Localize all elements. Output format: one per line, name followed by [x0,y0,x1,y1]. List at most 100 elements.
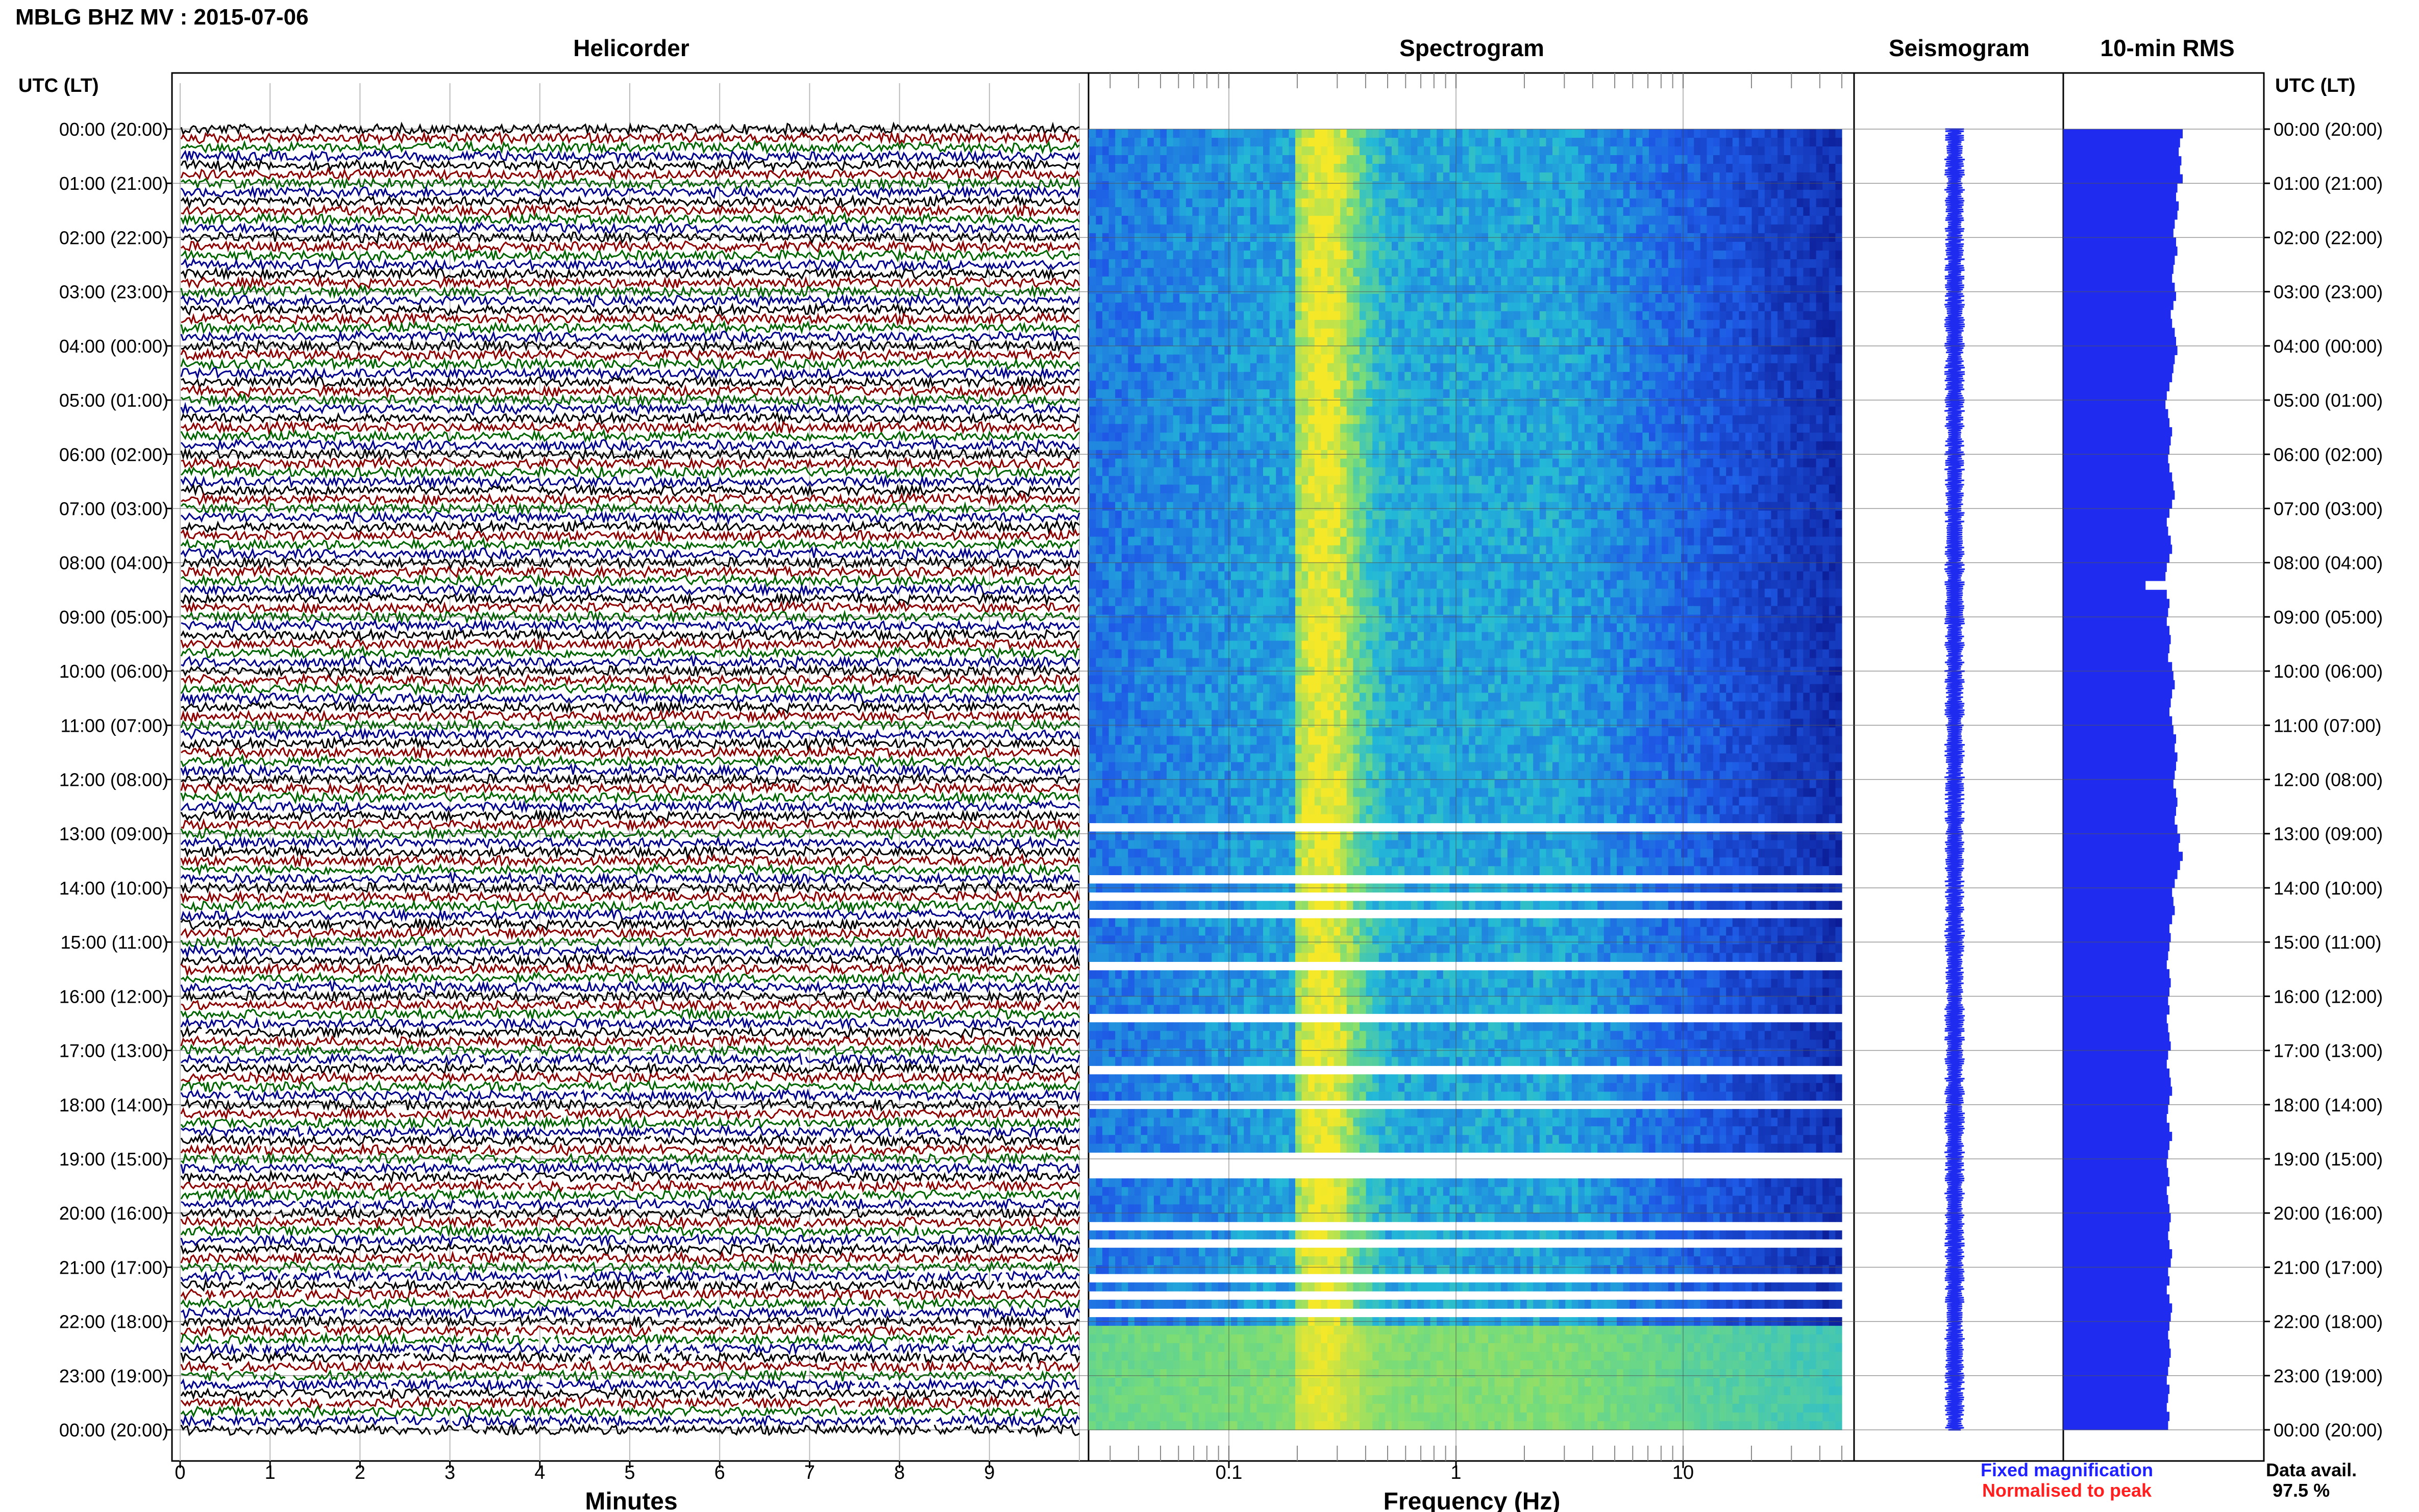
spectrogram-cell [1205,337,1212,346]
spectrogram-cell [1173,276,1180,286]
spectrogram-cell [1263,181,1270,190]
spectrogram-cell [1115,181,1122,190]
spectrogram-cell [1102,1135,1109,1144]
spectrogram-cell [1237,692,1244,702]
spectrogram-cell [1276,328,1283,338]
spectrogram-cell [1096,944,1103,953]
spectrogram-cell [1089,745,1096,754]
spectrogram-cell [1147,1412,1154,1422]
spectrogram-cell [1295,831,1302,841]
spectrogram-cell [1160,953,1167,962]
spectrogram-cell [1244,1092,1251,1101]
helicorder-trace [180,185,1080,201]
spectrogram-cell [1256,345,1264,355]
spectrogram-cell [1089,1005,1090,1014]
spectrogram-cell [1167,857,1174,866]
spectrogram-cell [1102,1213,1109,1222]
spectrogram-cell [1263,345,1270,355]
spectrogram-cell [1096,1005,1103,1014]
spectrogram-cell [1212,241,1219,251]
spectrogram-cell [1256,987,1264,997]
spectrogram-cell [1205,1118,1212,1127]
spectrogram-cell [1153,164,1161,173]
spectrogram-cell [1153,614,1161,624]
spectrogram-cell [1115,684,1122,693]
spectrogram-cell [1263,1334,1270,1344]
spectrogram-cell [1147,146,1154,156]
spectrogram-cell [1256,138,1264,147]
spectrogram-cell [1108,927,1116,936]
spectrogram-cell [1160,1378,1167,1387]
spectrogram-cell [1141,1248,1148,1257]
spectrogram-cell [1128,432,1135,442]
helicorder-trace [180,790,1080,806]
spectrogram-cell [1205,849,1212,858]
spectrogram-cell [1295,207,1302,216]
spectrogram-cell [1186,1204,1193,1213]
spectrogram-cell [1121,467,1128,477]
spectrogram-cell [1121,866,1128,875]
spectrogram-cell [1192,345,1199,355]
spectrogram-cell [1218,1300,1225,1309]
spectrogram-cell [1244,797,1251,806]
spectrogram-cell [1212,944,1219,953]
spectrogram-cell [1147,1256,1154,1266]
spectrogram-cell [1269,345,1276,355]
spectrogram-cell [1153,1109,1161,1118]
spectrogram-cell [1102,502,1109,511]
spectrogram-cell [1179,293,1187,303]
spectrogram-cell [1192,250,1199,260]
spectrogram-cell [1089,1404,1096,1413]
spectrogram-cell [1212,441,1219,451]
spectrogram-cell [1089,935,1090,945]
spectrogram-cell [1141,710,1148,720]
spectrogram-cell [1199,1395,1206,1404]
spectrogram-cell [1256,432,1264,442]
spectrogram-cell [1224,345,1231,355]
spectrogram-cell [1121,129,1128,138]
spectrogram-cell [1115,979,1122,988]
spectrogram-cell [1141,138,1148,147]
spectrogram-cell [1089,632,1090,641]
spectrogram-cell [1108,944,1116,953]
spectrogram-cell [1102,701,1109,711]
spectrogram-cell [1192,467,1199,477]
spectrogram-cell [1121,840,1128,850]
spectrogram-cell [1218,528,1225,537]
spectrogram-cell [1269,797,1276,806]
spectrogram-cell [1089,172,1090,182]
spectrogram-cell [1186,1196,1193,1205]
spectrogram-cell [1160,441,1167,451]
spectrogram-cell [1212,1343,1219,1352]
spectrogram-cell [1186,649,1193,659]
spectrogram-cell [1231,1248,1238,1257]
spectrogram-cell [1263,337,1270,346]
spectrogram-cell [1102,207,1109,216]
spectrogram-cell [1141,476,1148,485]
spectrogram-cell [1282,276,1289,286]
spectrogram-cell [1102,805,1109,815]
spectrogram-cell [1224,406,1231,416]
spectrogram-cell [1282,1196,1289,1205]
spectrogram-cell [1282,1187,1289,1196]
spectrogram-cell [1089,398,1096,407]
spectrogram-cell [1295,849,1302,858]
spectrogram-cell [1295,319,1302,329]
spectrogram-cell [1134,935,1142,945]
spectrogram-cell [1218,1326,1225,1335]
spectrogram-cell [1089,718,1096,728]
spectrogram-cell [1167,1057,1174,1066]
spectrogram-cell [1108,597,1116,607]
spectrogram-cell [1134,1118,1142,1127]
spectrogram-cell [1199,1256,1206,1266]
spectrogram-cell [1108,259,1116,268]
spectrogram-cell [1186,692,1193,702]
spectrogram-cell [1212,901,1219,910]
spectrogram-cell [1173,259,1180,268]
spectrogram-cell [1212,259,1219,268]
spectrogram-cell [1160,727,1167,737]
spectrogram-cell [1256,736,1264,746]
spectrogram-cell [1205,814,1212,824]
spectrogram-cell [1186,1178,1193,1187]
spectrogram-cell [1224,224,1231,234]
